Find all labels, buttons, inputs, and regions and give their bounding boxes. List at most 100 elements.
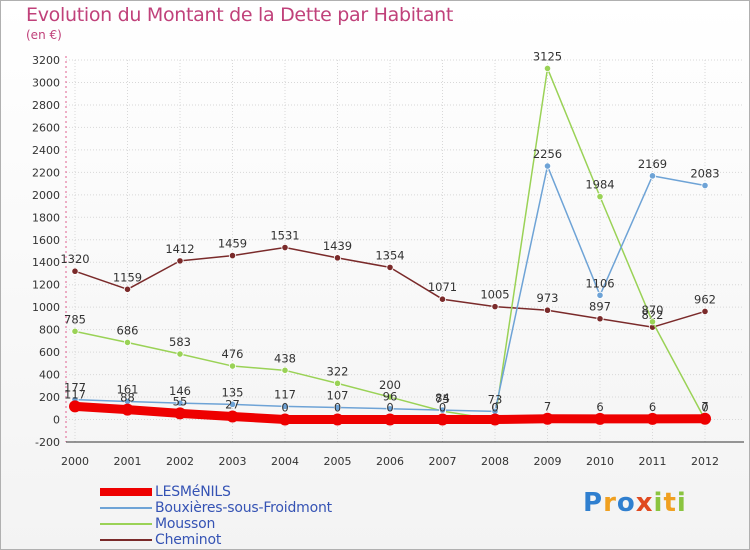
logo-letter: i xyxy=(676,488,687,518)
chart-title: Evolution du Montant de la Dette par Hab… xyxy=(26,4,454,26)
data-label: 55 xyxy=(173,394,188,408)
data-point xyxy=(281,402,289,410)
data-point xyxy=(121,403,134,416)
data-point xyxy=(281,243,289,252)
legend-swatch xyxy=(100,539,152,541)
y-tick-label: -200 xyxy=(35,436,60,449)
logo-letter: i xyxy=(653,488,664,518)
data-label: 686 xyxy=(117,323,139,337)
data-label: 785 xyxy=(64,312,86,326)
x-tick-label: 2004 xyxy=(271,455,299,468)
data-label: 1531 xyxy=(270,229,299,243)
y-tick-label: 1800 xyxy=(32,211,60,224)
data-point xyxy=(176,257,184,265)
y-tick-label: 1600 xyxy=(32,234,60,247)
data-point xyxy=(489,413,501,426)
data-point xyxy=(228,362,237,370)
data-label: 161 xyxy=(117,382,139,396)
x-tick-label: 2003 xyxy=(219,455,247,468)
data-point xyxy=(386,393,394,401)
data-label: 135 xyxy=(222,385,244,399)
data-label: 96 xyxy=(383,390,398,404)
x-tick-label: 2011 xyxy=(639,455,667,468)
data-point xyxy=(123,338,132,347)
data-point xyxy=(543,306,552,314)
data-label: 897 xyxy=(589,300,611,314)
data-label: 822 xyxy=(642,308,664,322)
x-tick-label: 2006 xyxy=(376,455,404,468)
data-label: 0 xyxy=(701,401,708,415)
legend-swatch xyxy=(100,523,152,525)
data-label: 117 xyxy=(64,387,86,401)
data-point xyxy=(386,405,394,413)
data-point xyxy=(226,410,239,423)
data-label: 200 xyxy=(379,378,401,392)
x-tick-label: 2005 xyxy=(324,455,352,468)
y-tick-label: 1200 xyxy=(32,279,60,292)
data-label: 583 xyxy=(169,335,191,349)
data-label: 146 xyxy=(169,384,191,398)
data-point xyxy=(648,172,657,180)
x-tick-label: 2009 xyxy=(534,455,562,468)
y-tick-label: 1400 xyxy=(32,256,60,269)
y-tick-label: 3000 xyxy=(32,76,60,89)
legend-label: LESMéNILS xyxy=(155,484,231,500)
data-label: 870 xyxy=(642,303,664,317)
data-label: 2083 xyxy=(690,166,719,180)
data-point xyxy=(646,412,659,425)
data-point xyxy=(384,413,396,426)
data-label: 1005 xyxy=(480,288,509,302)
data-label: 3125 xyxy=(533,49,562,63)
data-label: 2256 xyxy=(533,147,562,161)
data-label: 7 xyxy=(544,400,551,414)
data-point xyxy=(176,350,184,358)
data-label: 1354 xyxy=(375,248,404,262)
logo-letter: o xyxy=(616,488,636,518)
data-label: 6 xyxy=(596,400,603,414)
data-label: 0 xyxy=(491,401,498,415)
logo-letter: P xyxy=(583,488,604,518)
data-label: 2169 xyxy=(638,157,667,171)
data-point xyxy=(594,412,606,425)
x-tick-label: 2001 xyxy=(114,455,142,468)
data-point xyxy=(333,403,342,412)
data-point xyxy=(541,412,554,425)
x-tick-label: 2010 xyxy=(586,455,614,468)
y-tick-label: 2200 xyxy=(32,166,60,179)
data-point xyxy=(438,406,447,414)
legend-label: Mousson xyxy=(155,516,216,532)
data-point xyxy=(596,315,604,323)
data-point xyxy=(279,413,291,426)
x-tick-label: 2002 xyxy=(166,455,194,468)
y-tick-label: 3200 xyxy=(32,54,60,67)
x-tick-label: 2012 xyxy=(691,455,719,468)
data-label: 1439 xyxy=(323,239,352,253)
data-point xyxy=(648,318,657,326)
data-label: 1071 xyxy=(428,280,457,294)
data-point xyxy=(491,303,499,311)
y-tick-label: 800 xyxy=(39,324,60,337)
data-point xyxy=(543,162,552,170)
data-point xyxy=(331,413,344,426)
y-tick-label: 2400 xyxy=(32,144,60,157)
x-tick-label: 2008 xyxy=(481,455,509,468)
data-label: 1984 xyxy=(585,178,614,192)
data-point xyxy=(176,399,184,407)
data-point xyxy=(123,285,132,293)
data-point xyxy=(596,193,604,201)
data-label: 84 xyxy=(435,391,450,405)
data-point xyxy=(701,307,709,316)
data-label: 73 xyxy=(488,392,503,406)
data-label: 6 xyxy=(649,400,656,414)
y-tick-label: 2600 xyxy=(32,121,60,134)
data-label: 322 xyxy=(327,364,349,378)
y-tick-label: 400 xyxy=(39,369,60,382)
data-label: 1320 xyxy=(60,252,89,266)
proxiti-logo: Proxiti xyxy=(583,488,687,518)
data-point xyxy=(71,327,79,335)
data-label: 0 xyxy=(281,401,288,415)
data-point xyxy=(281,366,289,374)
data-label: 7 xyxy=(701,400,708,414)
